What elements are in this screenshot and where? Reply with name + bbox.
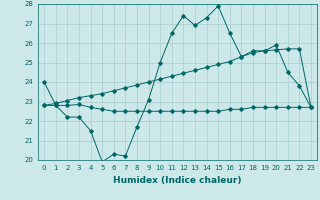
X-axis label: Humidex (Indice chaleur): Humidex (Indice chaleur) [113,176,242,185]
